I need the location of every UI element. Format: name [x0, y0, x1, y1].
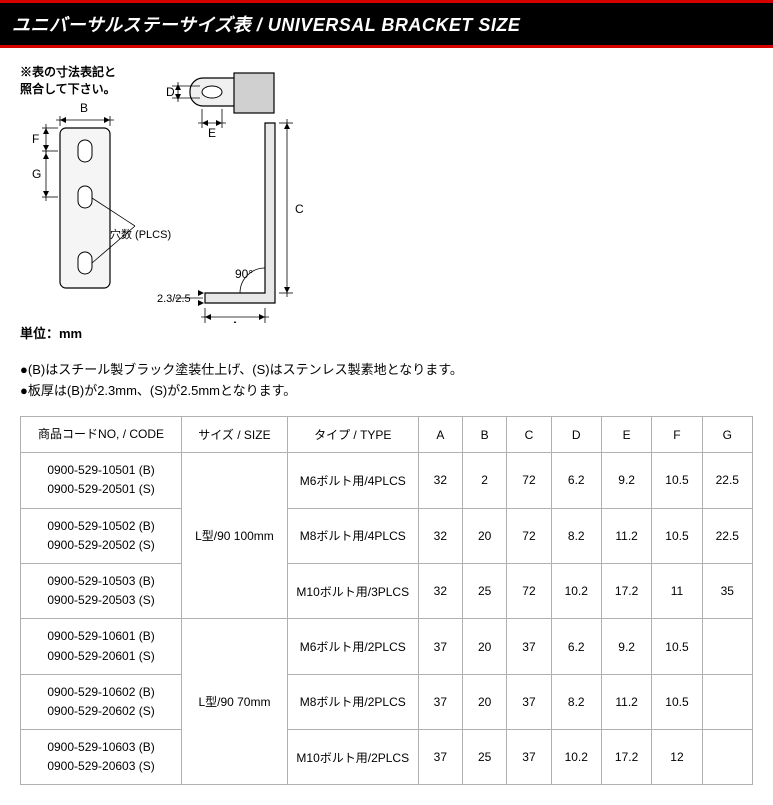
note-line2: ●板厚は(B)が2.3mm、(S)が2.5mmとなります。	[20, 380, 753, 399]
size-table: 商品コードNO, / CODE サイズ / SIZE タイプ / TYPE A …	[20, 416, 753, 785]
cell-E: 9.2	[601, 619, 651, 674]
cell-F: 11	[652, 563, 702, 618]
th-C: C	[507, 417, 551, 453]
title-bar: ユニバーサルステーサイズ表 / UNIVERSAL BRACKET SIZE	[0, 0, 773, 48]
cell-G: 22.5	[702, 508, 752, 563]
th-D: D	[551, 417, 601, 453]
label-angle: 90°	[235, 267, 253, 281]
label-C: C	[295, 202, 304, 216]
cell-B: 2	[463, 453, 507, 508]
cell-B: 20	[463, 619, 507, 674]
cell-A: 37	[418, 674, 462, 729]
cell-code: 0900-529-10502 (B)0900-529-20502 (S)	[21, 508, 182, 563]
cell-D: 10.2	[551, 730, 601, 785]
cell-code: 0900-529-10601 (B)0900-529-20601 (S)	[21, 619, 182, 674]
cell-F: 10.5	[652, 508, 702, 563]
cell-type: M8ボルト用/4PLCS	[287, 508, 418, 563]
cell-G	[702, 674, 752, 729]
cell-C: 72	[507, 508, 551, 563]
cell-B: 25	[463, 730, 507, 785]
cell-F: 12	[652, 730, 702, 785]
unit-label: 単位：mm	[20, 323, 753, 342]
table-row: 0900-529-10502 (B)0900-529-20502 (S) M8ボル…	[21, 508, 753, 563]
cell-D: 8.2	[551, 508, 601, 563]
cell-G: 22.5	[702, 453, 752, 508]
label-G: G	[32, 167, 41, 181]
th-B: B	[463, 417, 507, 453]
cell-type: M10ボルト用/3PLCS	[287, 563, 418, 618]
diagram-note-line1: ※表の寸法表記と	[20, 65, 116, 79]
label-F: F	[32, 132, 39, 146]
table-row: 0900-529-10503 (B)0900-529-20503 (S) M10ボ…	[21, 563, 753, 618]
cell-E: 11.2	[601, 674, 651, 729]
cell-A: 37	[418, 730, 462, 785]
bracket-diagram-svg: D E B	[20, 63, 340, 323]
th-type: タイプ / TYPE	[287, 417, 418, 453]
cell-C: 37	[507, 619, 551, 674]
title-text: ユニバーサルステーサイズ表 / UNIVERSAL BRACKET SIZE	[12, 15, 520, 35]
th-G: G	[702, 417, 752, 453]
cell-B: 25	[463, 563, 507, 618]
diagram-note-line2: 照合して下さい。	[20, 82, 116, 96]
label-A: A	[231, 319, 239, 323]
cell-size: L型/90 70mm	[182, 619, 288, 785]
note-line1: ●(B)はスチール製ブラック塗装仕上げ、(S)はステンレス製素地となります。	[20, 359, 753, 378]
cell-size: L型/90 100mm	[182, 453, 288, 619]
cell-B: 20	[463, 674, 507, 729]
cell-D: 10.2	[551, 563, 601, 618]
cell-code: 0900-529-10501 (B)0900-529-20501 (S)	[21, 453, 182, 508]
diagram-note: ※表の寸法表記と 照合して下さい。	[20, 63, 116, 97]
label-E: E	[208, 126, 216, 140]
table-row: 0900-529-10603 (B)0900-529-20603 (S) M10ボ…	[21, 730, 753, 785]
cell-A: 32	[418, 508, 462, 563]
cell-F: 10.5	[652, 453, 702, 508]
cell-type: M8ボルト用/2PLCS	[287, 674, 418, 729]
cell-F: 10.5	[652, 674, 702, 729]
cell-type: M10ボルト用/2PLCS	[287, 730, 418, 785]
cell-E: 11.2	[601, 508, 651, 563]
diagram-area: ※表の寸法表記と 照合して下さい。 D	[0, 48, 773, 352]
cell-type: M6ボルト用/2PLCS	[287, 619, 418, 674]
cell-G	[702, 730, 752, 785]
label-thickness: 2.3/2.5	[157, 293, 191, 305]
cell-G: 35	[702, 563, 752, 618]
cell-E: 9.2	[601, 453, 651, 508]
table-row: 0900-529-10501 (B)0900-529-20501 (S)L型/9…	[21, 453, 753, 508]
cell-code: 0900-529-10503 (B)0900-529-20503 (S)	[21, 563, 182, 618]
cell-code: 0900-529-10602 (B)0900-529-20602 (S)	[21, 674, 182, 729]
cell-C: 37	[507, 730, 551, 785]
cell-A: 32	[418, 563, 462, 618]
notes-block: ●(B)はスチール製ブラック塗装仕上げ、(S)はステンレス製素地となります。 ●…	[0, 352, 773, 416]
table-row: 0900-529-10601 (B)0900-529-20601 (S)L型/9…	[21, 619, 753, 674]
th-E: E	[601, 417, 651, 453]
cell-type: M6ボルト用/4PLCS	[287, 453, 418, 508]
cell-A: 32	[418, 453, 462, 508]
cell-E: 17.2	[601, 563, 651, 618]
th-code: 商品コードNO, / CODE	[21, 417, 182, 453]
th-F: F	[652, 417, 702, 453]
diagram-wrapper: ※表の寸法表記と 照合して下さい。 D	[20, 63, 340, 323]
cell-C: 72	[507, 563, 551, 618]
cell-D: 6.2	[551, 453, 601, 508]
table-row: 0900-529-10602 (B)0900-529-20602 (S) M8ボル…	[21, 674, 753, 729]
cell-E: 17.2	[601, 730, 651, 785]
cell-B: 20	[463, 508, 507, 563]
th-size: サイズ / SIZE	[182, 417, 288, 453]
cell-G	[702, 619, 752, 674]
cell-D: 8.2	[551, 674, 601, 729]
cell-A: 37	[418, 619, 462, 674]
table-header-row: 商品コードNO, / CODE サイズ / SIZE タイプ / TYPE A …	[21, 417, 753, 453]
cell-code: 0900-529-10603 (B)0900-529-20603 (S)	[21, 730, 182, 785]
label-B: B	[80, 101, 88, 115]
label-D: D	[166, 85, 175, 99]
cell-C: 72	[507, 453, 551, 508]
cell-C: 37	[507, 674, 551, 729]
cell-F: 10.5	[652, 619, 702, 674]
label-holes: 穴数 (PLCS)	[110, 227, 171, 241]
th-A: A	[418, 417, 462, 453]
cell-D: 6.2	[551, 619, 601, 674]
